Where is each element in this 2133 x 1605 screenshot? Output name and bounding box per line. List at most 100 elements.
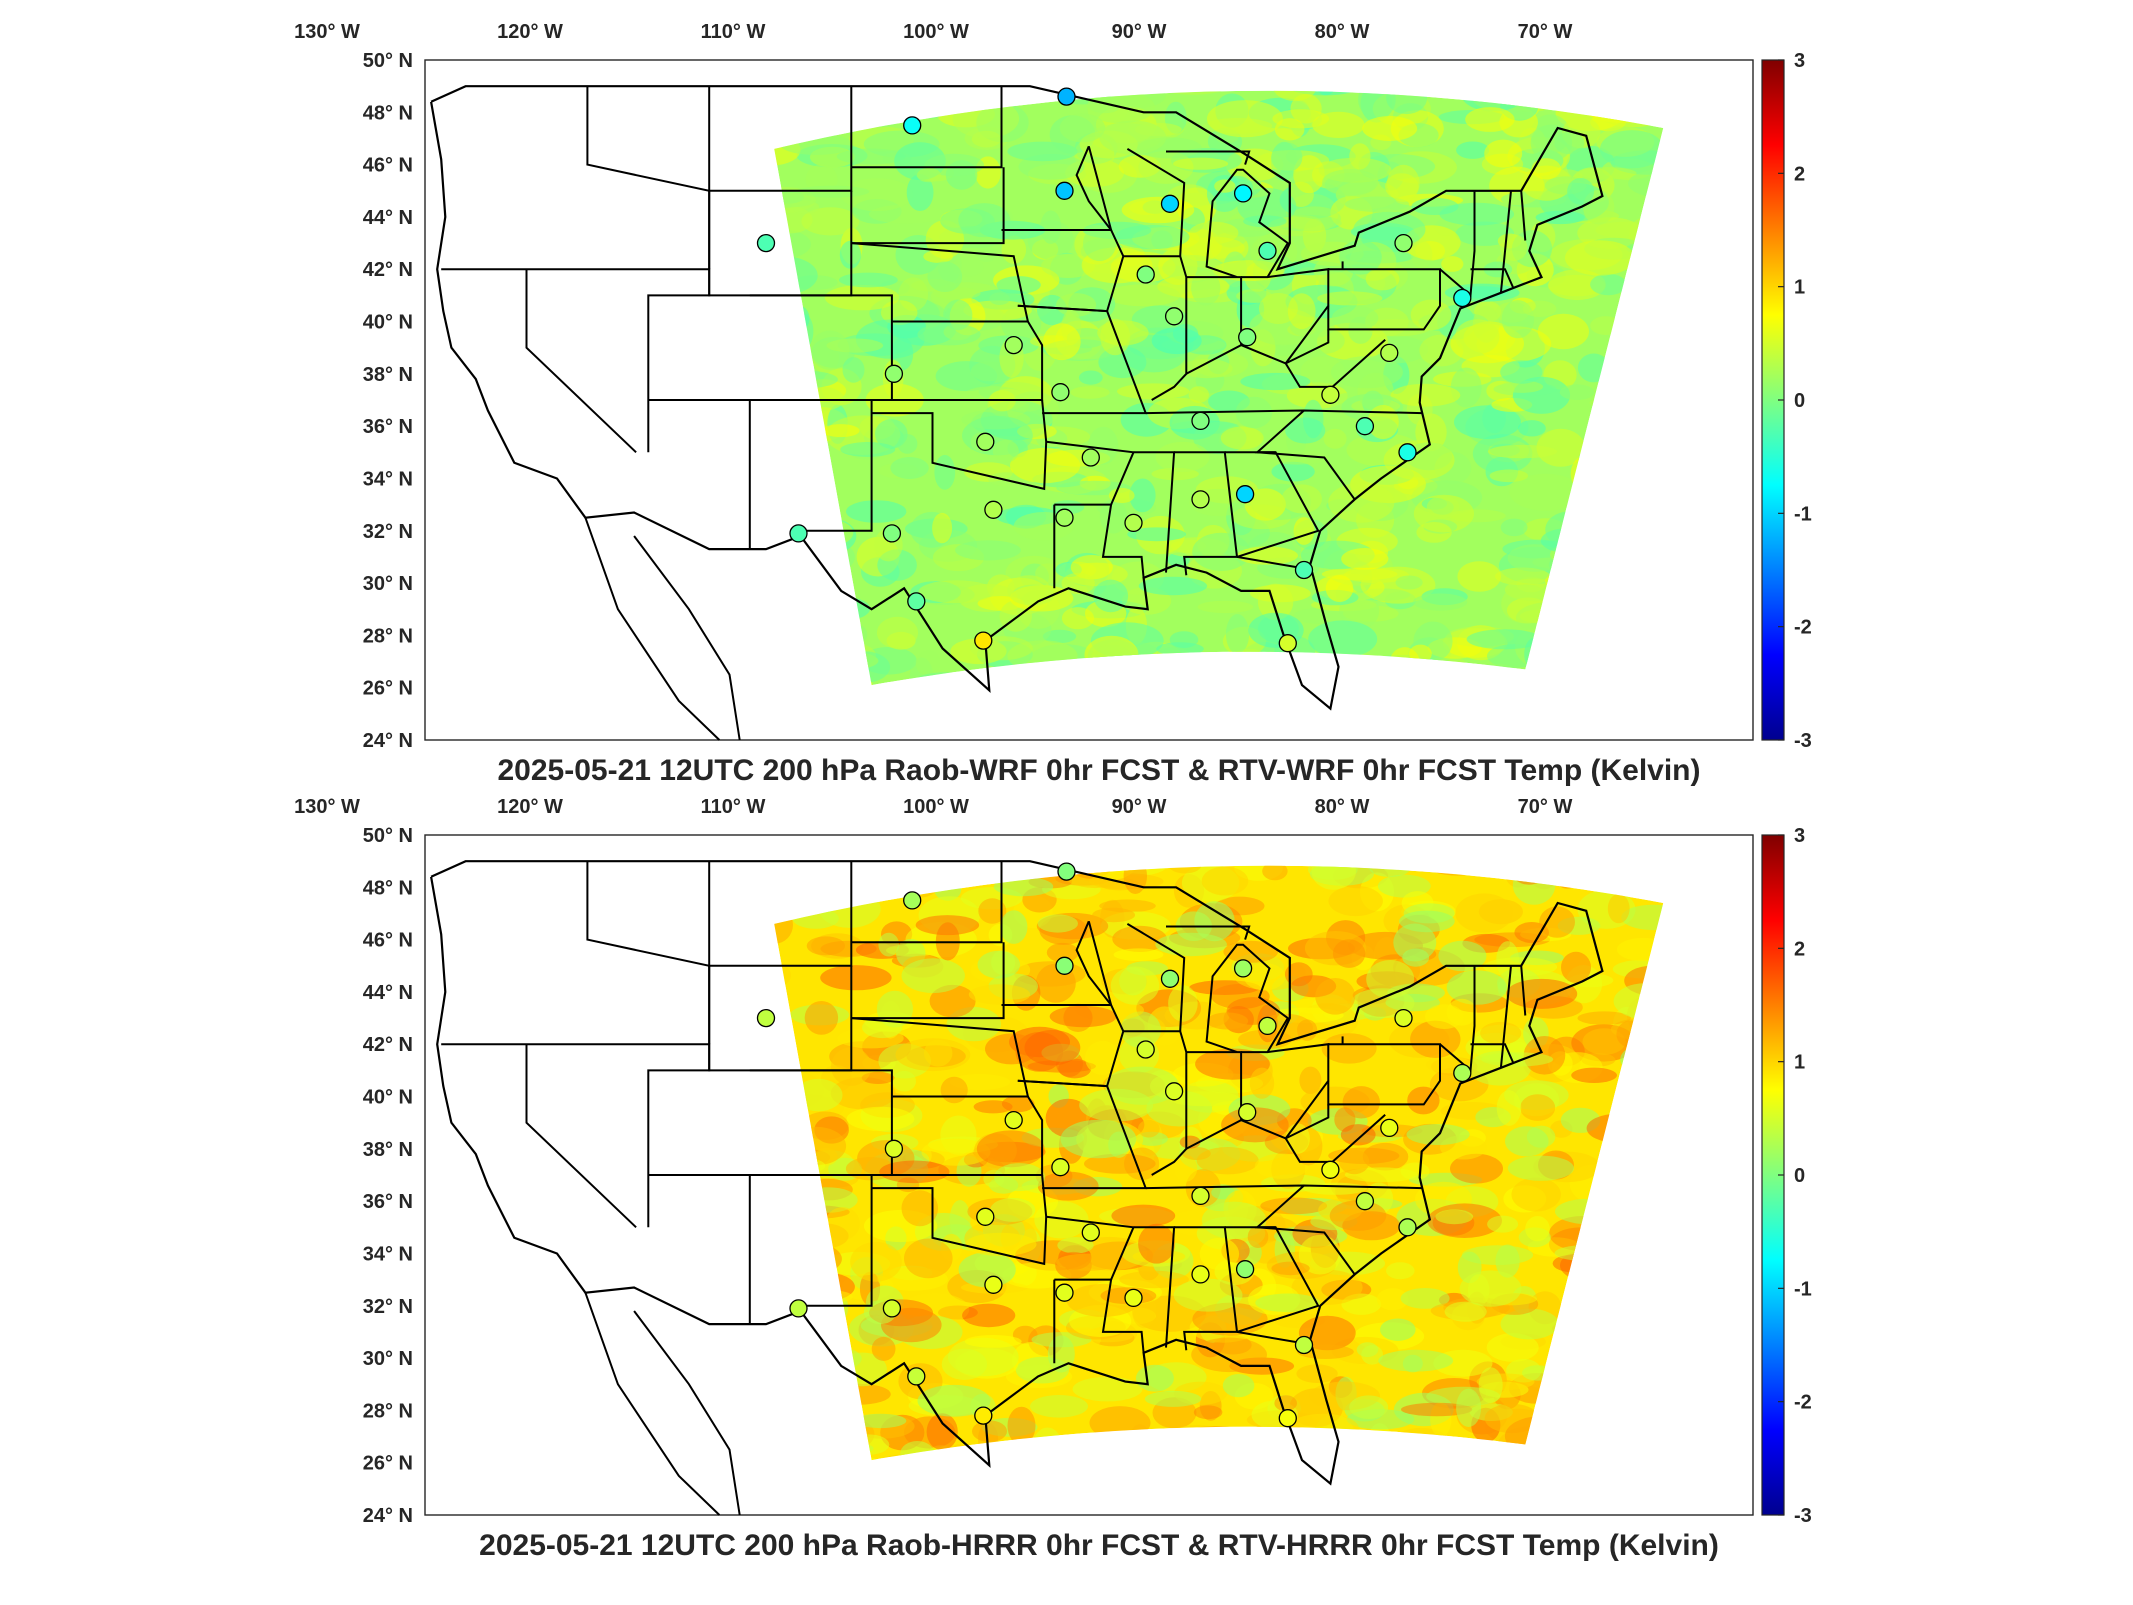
raob-station-marker <box>1191 411 1210 431</box>
raob-station-marker <box>1164 307 1184 326</box>
state-boundary <box>1123 255 1188 401</box>
lat-tick-label: 36° N <box>363 1191 413 1213</box>
raob-station-marker <box>1278 634 1297 653</box>
colorbar-tick-label: 0 <box>1794 1165 1805 1187</box>
state-boundary <box>1499 190 1512 293</box>
state-boundary <box>1166 150 1251 165</box>
state-boundary <box>1284 329 1386 388</box>
state-boundary <box>1054 1278 1145 1353</box>
raob-station-marker <box>1055 956 1074 975</box>
state-boundary <box>1499 965 1512 1068</box>
raob-station-marker <box>1081 448 1100 467</box>
state-boundary <box>1075 145 1112 231</box>
raob-station-marker <box>1380 343 1399 363</box>
raob-station-marker <box>1238 1103 1257 1122</box>
lon-tick-label: 100° W <box>903 21 969 43</box>
raob-station-marker <box>882 1299 902 1318</box>
coastline <box>430 860 1604 1486</box>
state-boundary <box>1126 923 1186 1032</box>
lat-tick-label: 30° N <box>363 573 413 595</box>
raob-station-marker <box>974 631 993 650</box>
lat-tick-label: 28° N <box>363 1400 413 1422</box>
lat-tick-label: 44° N <box>363 982 413 1004</box>
colorbar-tick-label: -2 <box>1794 617 1812 639</box>
lat-tick-label: 30° N <box>363 1348 413 1370</box>
state-boundary <box>871 1174 1048 1266</box>
raob-station-marker <box>1124 513 1143 533</box>
state-boundary <box>1257 1226 1356 1275</box>
state-boundary <box>525 269 637 454</box>
state-boundary <box>851 242 1030 323</box>
lon-tick-label: 120° W <box>497 21 563 43</box>
raob-station-marker <box>903 891 922 910</box>
raob-station-marker <box>1278 1409 1297 1428</box>
raob-station-marker <box>1191 1265 1210 1284</box>
state-boundary <box>1284 1104 1386 1163</box>
raob-station-marker <box>1055 181 1074 200</box>
mexico-coast <box>633 1310 741 1516</box>
raob-station-marker <box>1394 1008 1413 1028</box>
lon-tick-label: 70° W <box>1518 796 1573 818</box>
state-boundary <box>1205 943 1290 1054</box>
lat-tick-label: 24° N <box>363 1505 413 1527</box>
lon-tick-label: 130° W <box>294 21 360 43</box>
map-frame <box>424 59 1754 741</box>
raob-station-marker <box>1164 1082 1184 1101</box>
raob-station-marker <box>1258 1016 1277 1036</box>
raob-station-marker <box>1191 490 1210 509</box>
lon-tick-label: 100° W <box>903 796 969 818</box>
state-boundary <box>708 86 853 192</box>
raob-station-marker <box>789 1299 808 1318</box>
raob-station-marker <box>1321 1160 1340 1179</box>
raob-station-marker <box>1004 1110 1023 1130</box>
raob-station-marker <box>1394 233 1413 253</box>
raob-station-marker <box>1160 969 1180 988</box>
state-boundary <box>1470 268 1515 288</box>
state-boundary <box>1327 268 1441 331</box>
raob-station-marker <box>1453 1063 1472 1083</box>
raob-station-marker <box>1355 417 1375 436</box>
raob-station-marker <box>1355 1192 1375 1211</box>
state-boundary <box>1240 1043 1330 1140</box>
state-boundary <box>1224 1226 1320 1333</box>
lat-tick-label: 38° N <box>363 364 413 386</box>
state-boundary <box>586 861 711 1045</box>
coastline <box>430 85 1604 711</box>
lat-tick-label: 46° N <box>363 155 413 177</box>
lon-tick-label: 80° W <box>1315 21 1370 43</box>
raob-station-marker <box>1055 1283 1074 1302</box>
state-boundary <box>441 268 711 453</box>
state-boundary <box>1224 451 1320 558</box>
raob-station-marker <box>1057 862 1076 881</box>
state-boundary <box>749 1069 893 1176</box>
state-boundary <box>1520 190 1527 241</box>
lat-tick-label: 42° N <box>363 259 413 281</box>
raob-station-marker <box>1321 385 1340 404</box>
map-panel-wrf: 130° W 120° W 110° W 100° W 90° W 80° W 70° W 5… <box>294 21 1812 787</box>
state-boundary <box>1054 503 1145 578</box>
state-boundary <box>1439 965 1476 1073</box>
raob-station-marker <box>1233 959 1253 978</box>
raob-station-marker <box>1160 194 1180 213</box>
lat-tick-label: 24° N <box>363 730 413 752</box>
lon-tick-label: 120° W <box>497 796 563 818</box>
state-boundary <box>1017 304 1148 415</box>
raob-station-marker <box>903 116 922 135</box>
state-boundary <box>708 861 853 967</box>
lat-tick-label: 26° N <box>363 678 413 700</box>
state-boundary <box>1327 1043 1441 1106</box>
state-boundary <box>1017 1079 1148 1190</box>
colorbar-tick-label: -3 <box>1794 1505 1812 1527</box>
lat-tick-label: 26° N <box>363 1453 413 1475</box>
raob-station-marker <box>1235 485 1255 504</box>
raob-station-marker <box>1294 560 1314 580</box>
lat-tick-label: 42° N <box>363 1034 413 1056</box>
colorbar-tick-label: 3 <box>1794 50 1805 72</box>
raob-station-marker <box>1380 1118 1399 1138</box>
lat-tick-label: 32° N <box>363 521 413 543</box>
lat-tick-label: 38° N <box>363 1139 413 1161</box>
state-boundary <box>891 1095 1044 1176</box>
baja-coast <box>584 517 721 741</box>
map-frame <box>424 834 1754 1516</box>
colorbar-tick-label: 0 <box>1794 390 1805 412</box>
